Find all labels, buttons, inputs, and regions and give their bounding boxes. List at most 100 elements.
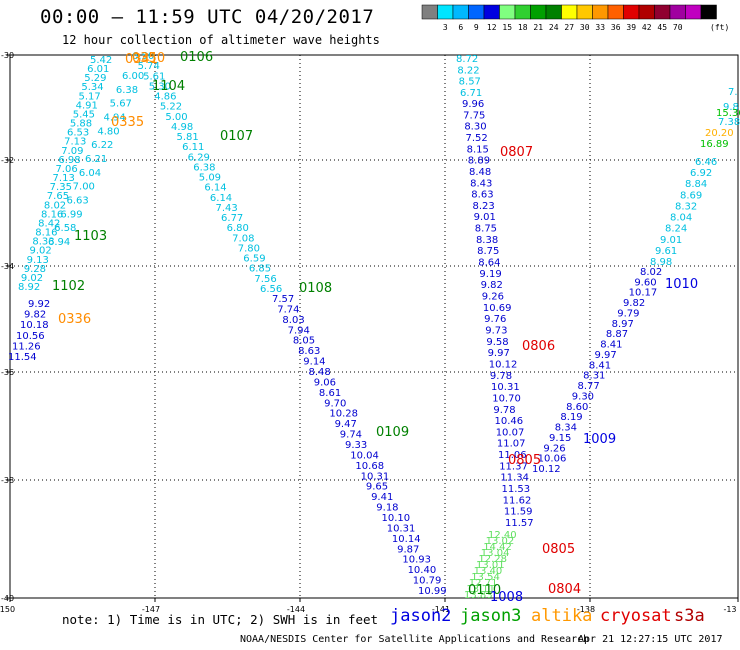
swh-value: 8.03 — [282, 315, 304, 326]
swh-value: 11.26 — [12, 341, 41, 352]
swh-value: 7. — [728, 87, 738, 98]
swh-value: 7.80 — [238, 243, 260, 254]
swh-value: 8.33 — [32, 237, 54, 248]
swh-value: 5.29 — [84, 73, 106, 84]
swh-value: 12.71 — [469, 578, 498, 589]
swh-value: 6.22 — [91, 140, 113, 151]
pass-time-label: 1009 — [583, 432, 616, 447]
swh-value: 6.21 — [85, 154, 107, 165]
swh-value: 10.10 — [382, 513, 411, 524]
swh-value: 8.60 — [566, 402, 588, 413]
swh-value: 4.91 — [76, 100, 98, 111]
swh-value: 9.82 — [24, 310, 46, 321]
swh-value: 9.15 — [549, 433, 571, 444]
swh-value: 6.04 — [79, 168, 101, 179]
legend-s3a: s3a — [674, 606, 705, 626]
swh-value: 6.56 — [260, 284, 282, 295]
map-title: 00:00 – 11:59 UTC 04/20/2017 — [40, 6, 375, 28]
swh-value: 9.79 — [617, 308, 639, 319]
legend-cryosat: cryosat — [600, 606, 672, 626]
swh-value: 10.17 — [629, 288, 658, 299]
swh-value: 8.75 — [477, 246, 499, 257]
swh-value: 7.74 — [277, 304, 299, 315]
swh-value: 7.75 — [463, 110, 485, 121]
swh-value: 10.31 — [361, 471, 390, 482]
swh-value: 5.17 — [78, 91, 100, 102]
swh-value: 9.41 — [371, 492, 393, 503]
y-axis-label: -30 — [1, 51, 14, 60]
swh-value: 20.20 — [705, 128, 734, 139]
swh-value: 9.26 — [543, 443, 565, 454]
swh-value: 6.77 — [221, 213, 243, 224]
swh-value: 8.23 — [472, 201, 494, 212]
swh-value: 9.8 — [723, 102, 739, 113]
swh-value: 8.77 — [577, 381, 599, 392]
swh-value: 10.31 — [387, 523, 416, 534]
swh-value: 8.92 — [18, 282, 40, 293]
swh-value: 8.31 — [583, 371, 605, 382]
swh-value: 5.00 — [165, 112, 187, 123]
swh-value: 10.70 — [492, 393, 521, 404]
swh-value: 10.14 — [392, 534, 421, 545]
x-axis-label: -138 — [577, 605, 595, 614]
swh-value: 9.33 — [345, 440, 367, 451]
swh-value: 6.59 — [243, 254, 265, 265]
swh-value: 8.72 — [456, 54, 478, 65]
swh-value: 8.75 — [475, 224, 497, 235]
swh-value: 9.76 — [484, 314, 506, 325]
swh-value: 6.38 — [193, 162, 215, 173]
scale-label: 9 — [474, 23, 479, 32]
swh-value: 8.48 — [309, 367, 331, 378]
swh-value: 5.09 — [199, 173, 221, 184]
legend-jason2: jason2 — [390, 606, 452, 626]
swh-value: 13.11 — [466, 584, 495, 595]
y-axis-label: -34 — [1, 262, 14, 271]
swh-value: 10.06 — [538, 454, 567, 465]
swh-value: 8.38 — [476, 235, 498, 246]
legend-jason3: jason3 — [460, 606, 522, 626]
swh-value: 5.81 — [177, 132, 199, 143]
swh-value: 10.04 — [350, 450, 379, 461]
swh-value: 9.26 — [482, 292, 504, 303]
swh-value: 9.13 — [27, 255, 49, 266]
scale-swatch — [700, 4, 717, 20]
scale-label: 70 — [673, 23, 683, 32]
swh-value: 4.94 — [104, 113, 126, 124]
swh-value: 10.40 — [408, 565, 437, 576]
swh-value: 9.82 — [623, 298, 645, 309]
swh-value: 6.14 — [204, 183, 226, 194]
swh-value: 6.58 — [54, 223, 76, 234]
swh-value: 9.78 — [493, 405, 515, 416]
pass-time-label: 0108 — [299, 281, 332, 296]
swh-value: 8.04 — [670, 213, 692, 224]
swh-value: 6.92 — [690, 168, 712, 179]
swh-value: 9.97 — [488, 348, 510, 359]
swh-value: 9.28 — [24, 264, 46, 275]
swh-value: 9.73 — [485, 325, 507, 336]
swh-value: 9.19 — [479, 269, 501, 280]
swh-value: 7.13 — [53, 173, 75, 184]
swh-value: 9.87 — [397, 544, 419, 555]
swh-value: 8.16 — [41, 209, 63, 220]
swh-value: 6.01 — [87, 64, 109, 75]
swh-value: 16.89 — [700, 139, 729, 150]
swh-value: 14.42 — [483, 542, 512, 553]
swh-value: 12.40 — [488, 530, 517, 541]
scale-label: 12 — [487, 23, 497, 32]
swh-value: 11.53 — [502, 484, 531, 495]
scale-label: 45 — [657, 23, 667, 32]
swh-value: 9.47 — [335, 419, 357, 430]
swh-value: 8.89 — [468, 156, 490, 167]
swh-value: 9.82 — [481, 280, 503, 291]
swh-value: 10.18 — [20, 320, 49, 331]
swh-value: 9.02 — [21, 273, 43, 284]
swh-value: 8.32 — [675, 201, 697, 212]
swh-value: 10.99 — [418, 586, 447, 597]
swh-value: 7.09 — [61, 146, 83, 157]
x-axis-label: -147 — [142, 605, 160, 614]
swh-value: 7.52 — [465, 133, 487, 144]
pass-time-label: 0335 — [111, 115, 144, 130]
swh-value: 11.07 — [497, 439, 526, 450]
swh-value: 8.57 — [459, 77, 481, 88]
swh-value: 10.28 — [329, 409, 358, 420]
